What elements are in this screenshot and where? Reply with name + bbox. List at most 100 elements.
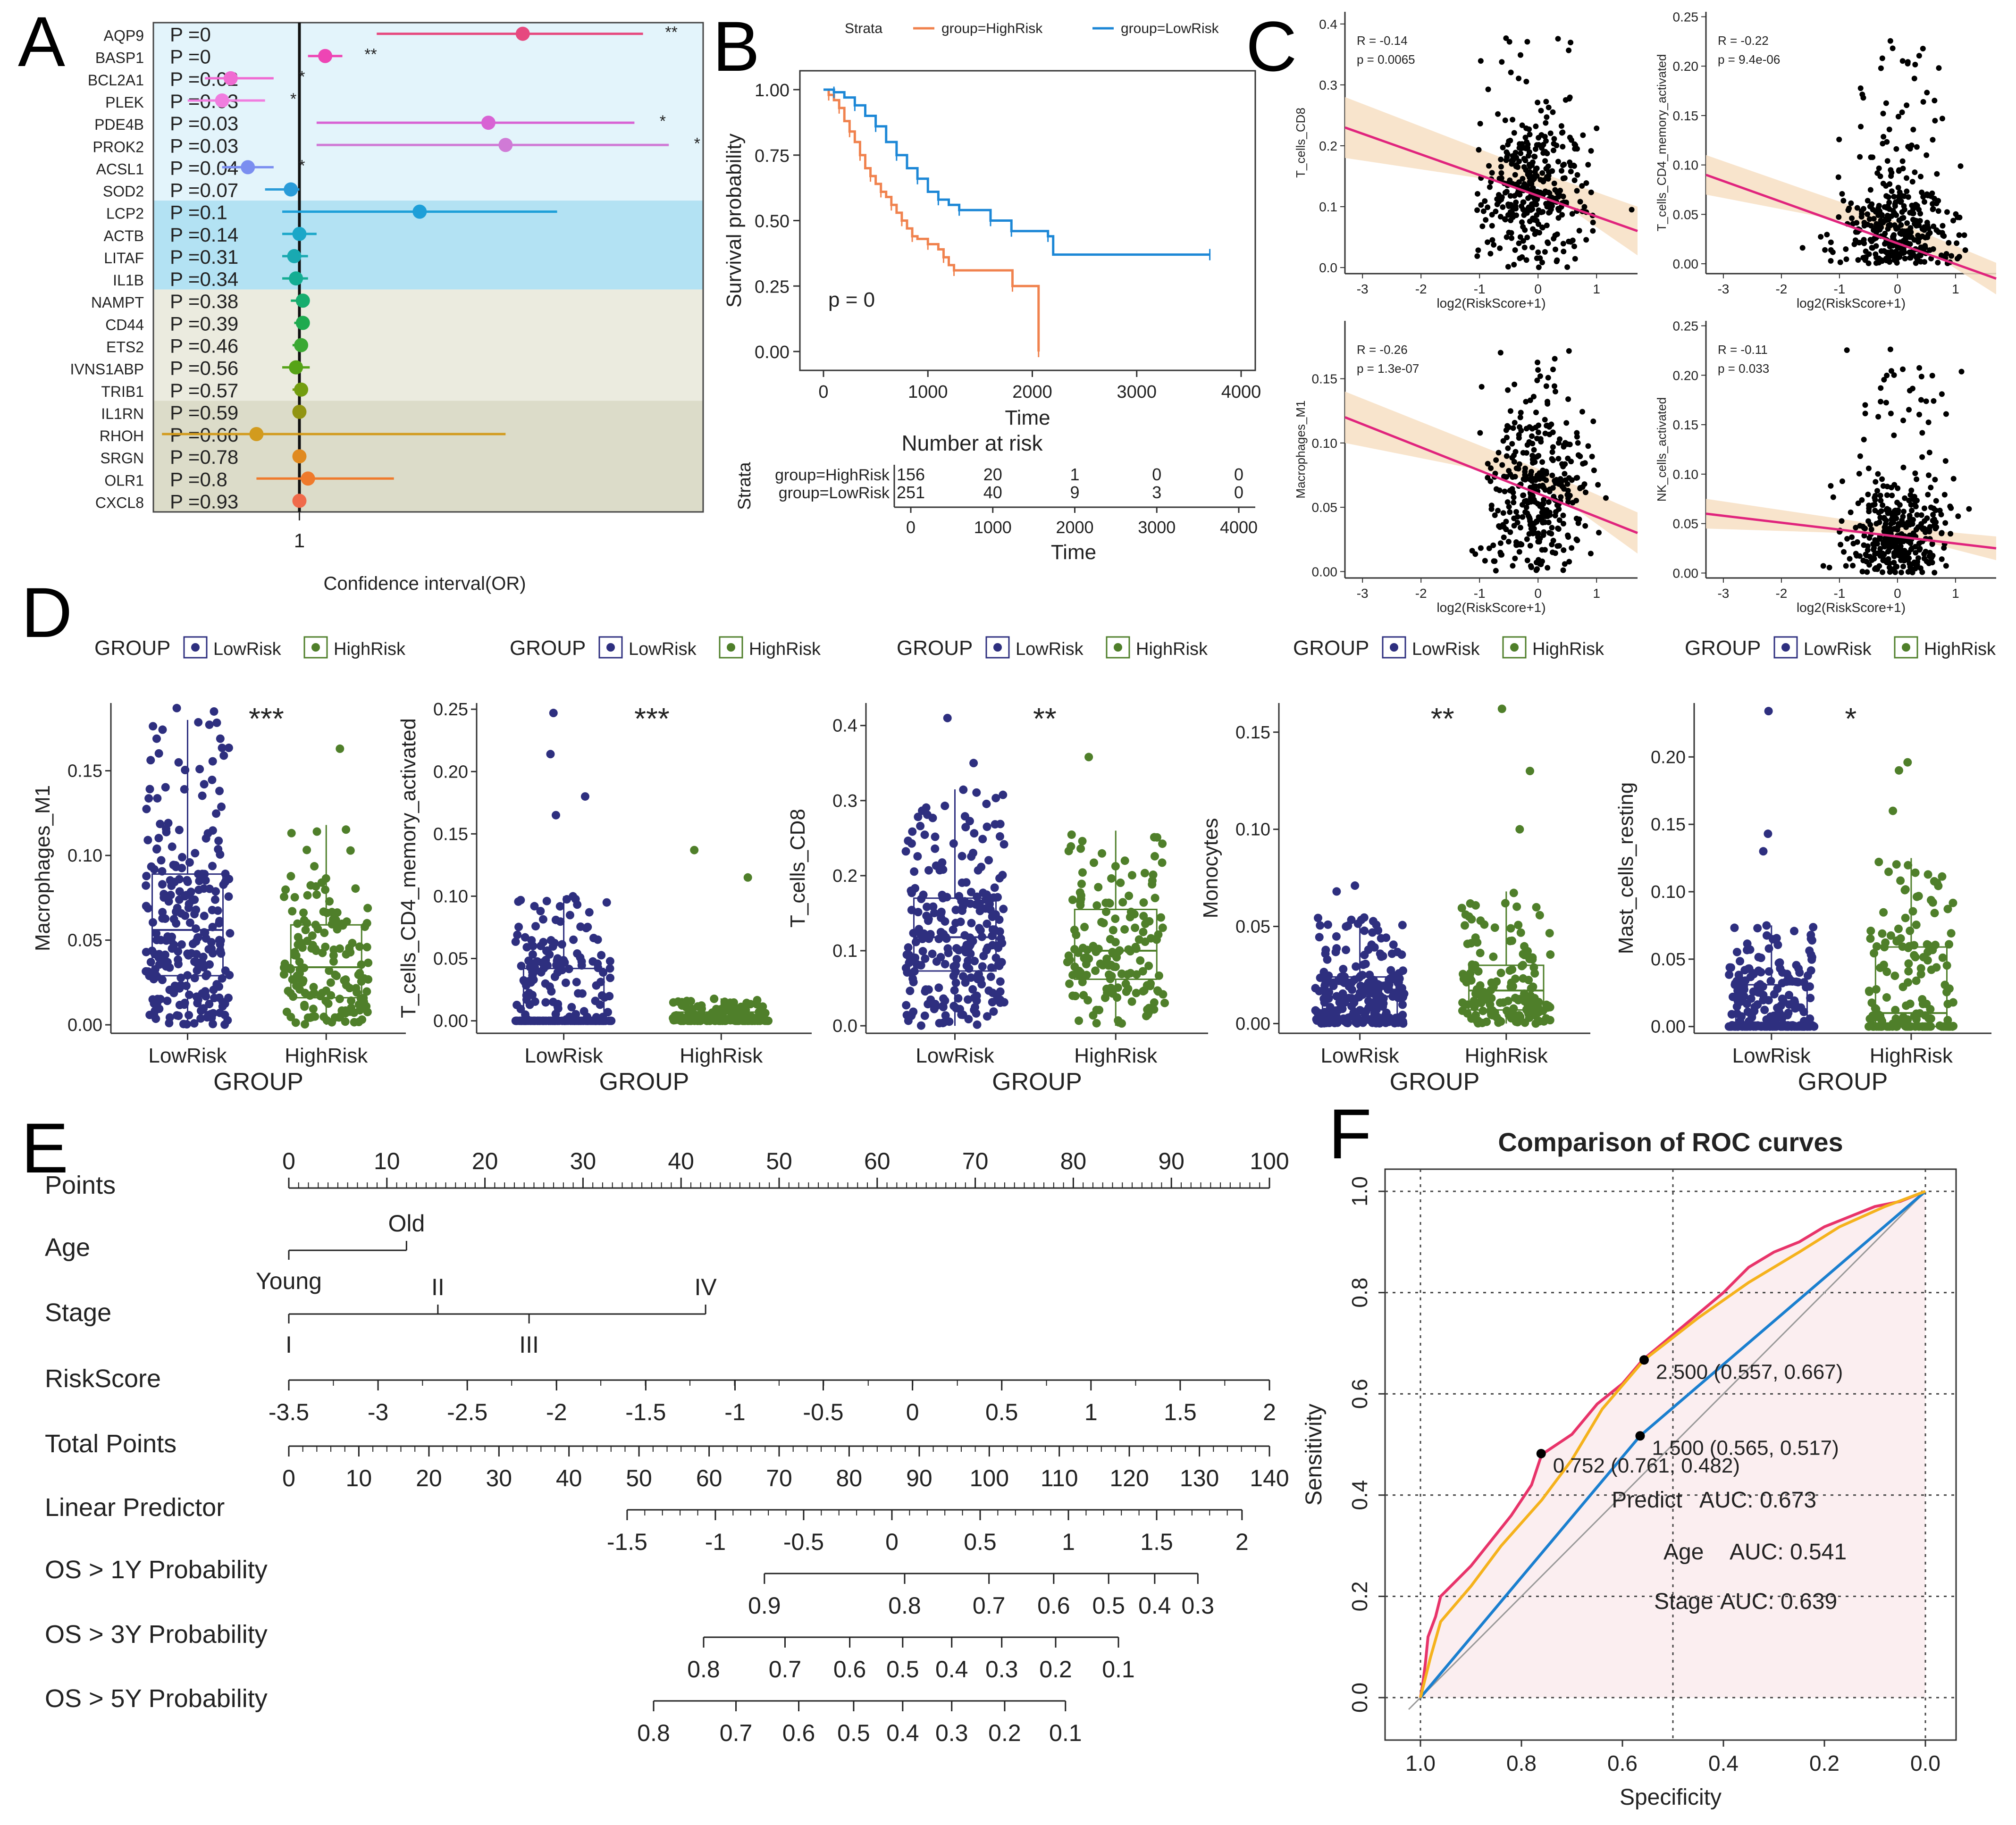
scale-label: 2 (1263, 1399, 1276, 1425)
data-point (1506, 138, 1512, 144)
row-label: Total Points (45, 1430, 176, 1458)
data-point (1560, 520, 1566, 527)
data-point (1160, 998, 1169, 1007)
data-point (1521, 156, 1527, 162)
scale-label: 1 (1062, 1529, 1075, 1555)
data-point (1792, 961, 1801, 970)
data-point (200, 912, 209, 921)
data-point (1502, 488, 1508, 494)
data-point (1930, 511, 1936, 518)
data-point (1904, 175, 1910, 181)
data-point (1458, 998, 1467, 1007)
outlier-point (336, 744, 344, 753)
x-tick-label: -1 (1474, 586, 1486, 601)
data-point (1916, 547, 1923, 553)
data-point (160, 893, 168, 902)
data-point (589, 934, 598, 943)
diagonal-line (1408, 1190, 1926, 1710)
data-point (1532, 903, 1541, 912)
data-point (1340, 1017, 1349, 1026)
data-point (1938, 953, 1947, 962)
data-point (1485, 239, 1491, 245)
data-point (286, 964, 295, 973)
scatter-plot: 0.000.050.100.15-3 -2 -1 0 1log2(RiskScore+1… (1294, 321, 1638, 615)
data-point (1493, 486, 1499, 492)
data-point (169, 915, 178, 924)
data-point (949, 962, 958, 971)
data-point (1513, 542, 1520, 548)
data-point (1944, 209, 1950, 215)
data-point (1923, 549, 1929, 555)
data-point (1078, 868, 1087, 877)
data-point (190, 957, 199, 966)
data-point (1934, 171, 1940, 177)
data-point (1091, 966, 1100, 975)
data-point (1582, 523, 1588, 529)
data-point (995, 962, 1004, 971)
data-point (1508, 230, 1514, 236)
y-tick-label: 0.05 (1673, 517, 1699, 531)
data-point (966, 887, 975, 896)
data-point (1893, 564, 1899, 570)
scale-label: 80 (1060, 1148, 1087, 1174)
data-point (346, 948, 355, 957)
y-tick-label: 0.00 (755, 343, 790, 362)
data-point (1560, 143, 1566, 150)
data-point (1865, 547, 1871, 553)
data-point (1909, 251, 1915, 258)
data-point (1918, 999, 1927, 1008)
data-point (580, 1007, 588, 1016)
legend-label: LowRisk (1804, 639, 1872, 659)
plot-frame (1384, 1168, 1957, 1741)
data-point (1855, 257, 1861, 263)
data-point (1905, 59, 1911, 65)
x-tick-label: 2000 (1056, 518, 1093, 537)
data-point (1900, 509, 1907, 515)
data-point (1865, 221, 1871, 227)
data-point (1480, 208, 1487, 214)
data-point (958, 852, 966, 861)
legend-title: GROUP (1293, 636, 1369, 660)
legend-key (1382, 636, 1406, 659)
data-point (1887, 38, 1893, 44)
data-point (1504, 499, 1511, 505)
data-point (1332, 1012, 1341, 1021)
data-point (1941, 492, 1948, 498)
data-point (220, 1020, 229, 1029)
data-point (606, 973, 615, 982)
data-point (1152, 833, 1161, 842)
data-point (1591, 467, 1597, 473)
data-point (298, 943, 307, 952)
y-axis-label: Survival probability (722, 134, 746, 308)
data-point (1904, 959, 1913, 968)
data-point (1347, 985, 1356, 994)
data-point (1491, 242, 1497, 248)
data-point (1853, 525, 1859, 531)
data-point (195, 765, 204, 774)
y-tick-label: 0.3 (832, 791, 857, 811)
y-tick-label: 0.4 (1347, 1480, 1372, 1510)
scale-label: 110 (1041, 1465, 1078, 1491)
data-point (921, 987, 930, 996)
data-point (207, 1013, 216, 1022)
data-point (1899, 109, 1905, 116)
data-point (1564, 264, 1571, 270)
data-point (1111, 914, 1120, 923)
data-point (1514, 191, 1520, 197)
data-point (1326, 1003, 1335, 1012)
data-point (1521, 244, 1528, 251)
panel-label: D (21, 573, 72, 652)
data-point (1565, 534, 1571, 540)
y-tick-label: 0.4 (832, 716, 857, 736)
data-point (1552, 512, 1558, 519)
scale-label: 0.6 (1037, 1592, 1070, 1619)
scatter-plot: 0.00.10.20.30.4-3 -2 -1 0 1log2(RiskScore+1)… (1294, 12, 1638, 310)
data-point (1512, 474, 1518, 480)
data-point (588, 957, 597, 966)
data-point (576, 953, 585, 962)
scale-label: 70 (962, 1148, 989, 1174)
data-point (1879, 212, 1885, 218)
data-point (1836, 136, 1842, 142)
data-point (1477, 121, 1483, 127)
